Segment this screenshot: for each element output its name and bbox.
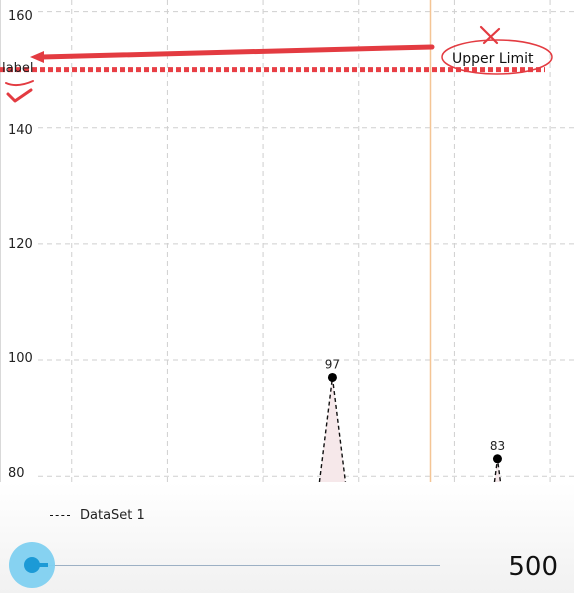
legend: DataSet 1: [50, 506, 145, 524]
upper-limit-text: Upper Limit: [452, 51, 534, 67]
y-tick-label: 80: [8, 466, 25, 481]
y-tick-label: 120: [8, 237, 33, 252]
left-arrow-annotation: [39, 44, 435, 60]
data-labels: 97 83: [325, 357, 505, 452]
y-tick-label: 140: [8, 123, 33, 138]
x-mark-annotation: [479, 25, 501, 45]
limit-line-label: label: [2, 61, 33, 76]
series-area-fill: [494, 458, 501, 482]
data-point-label: 97: [325, 357, 340, 371]
data-point[interactable]: [327, 372, 337, 382]
bottom-panel: DataSet 1 500: [0, 482, 574, 593]
underline-annotation: [5, 80, 34, 87]
legend-label: DataSet 1: [80, 507, 145, 523]
line-chart: 97 83 80 100 120 140 160 label Upper Limi…: [0, 0, 574, 482]
legend-swatch: [50, 514, 70, 516]
slider-active-track: [38, 563, 48, 567]
data-point[interactable]: [492, 454, 502, 464]
series-layer: [318, 372, 502, 482]
chart-background: [0, 0, 574, 482]
y-tick-label: 100: [8, 351, 33, 366]
slider-thumb[interactable]: [24, 557, 40, 573]
annotations: Upper Limit: [5, 25, 553, 103]
slider-value: 500: [508, 552, 558, 582]
value-slider[interactable]: [0, 540, 460, 590]
y-axis-labels: 80 100 120 140 160: [8, 9, 33, 481]
arrow-head-annotation: [30, 51, 44, 63]
y-tick-label: 160: [8, 9, 33, 24]
upper-limit-ellipse: [441, 39, 553, 75]
checkmark-annotation: [6, 88, 33, 103]
data-point-label: 83: [490, 439, 505, 453]
slider-track[interactable]: [40, 565, 440, 566]
series-area-fill: [319, 377, 346, 482]
